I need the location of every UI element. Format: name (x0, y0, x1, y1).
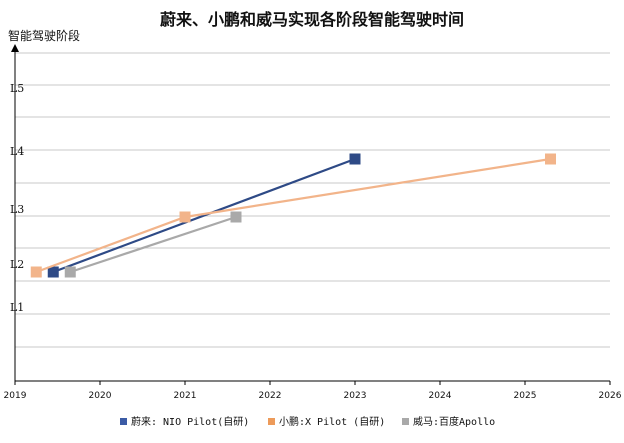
series-1 (30, 153, 556, 278)
y-category-label: L5 (10, 82, 24, 95)
legend-swatch (120, 418, 127, 425)
data-point (230, 211, 242, 223)
x-tick-label: 2022 (259, 391, 282, 401)
y-category-label: L3 (10, 203, 24, 216)
gridlines (15, 52, 610, 348)
data-point (47, 266, 59, 278)
legend-label: 小鹏:X Pilot (自研) (279, 415, 385, 428)
y-category-label: L1 (10, 301, 24, 314)
y-category-label: L4 (10, 145, 24, 158)
series-0 (47, 153, 361, 278)
x-tick-labels: 2019 2020 2021 2022 2023 2024 2025 2026 (4, 381, 622, 401)
data-point (545, 153, 556, 165)
legend-item: 小鹏:X Pilot (自研) (268, 415, 385, 428)
series-line (69, 215, 237, 274)
legend-item: 蔚来: NIO Pilot(自研) (120, 415, 249, 428)
series-2 (64, 211, 242, 278)
x-tick-label: 2025 (514, 391, 537, 401)
y-category-label: L2 (10, 258, 24, 271)
y-axis-arrow (11, 44, 19, 52)
data-point (64, 266, 76, 278)
y-category-labels: L1 L2 L3 L4 L5 (10, 82, 24, 314)
legend-label: 威马:百度Apollo (413, 415, 495, 428)
data-point (30, 266, 42, 278)
chart-title: 蔚来、小鹏和威马实现各阶段智能驾驶时间 (160, 10, 464, 29)
legend-swatch (402, 418, 409, 425)
legend-swatch (268, 418, 275, 425)
x-tick-label: 2023 (344, 391, 367, 401)
x-tick-label: 2019 (4, 391, 27, 401)
series-line (52, 157, 356, 274)
data-point (349, 153, 361, 165)
data-point (179, 211, 191, 223)
x-tick-label: 2021 (174, 391, 197, 401)
y-axis-title: 智能驾驶阶段 (8, 28, 80, 43)
x-tick-label: 2020 (89, 391, 112, 401)
legend: 蔚来: NIO Pilot(自研) 小鹏:X Pilot (自研) 威马:百度Apo… (120, 415, 495, 428)
legend-item: 威马:百度Apollo (402, 415, 495, 428)
legend-label: 蔚来: NIO Pilot(自研) (131, 415, 249, 428)
series (30, 153, 556, 278)
x-tick-label: 2024 (429, 391, 452, 401)
x-tick-label: 2026 (599, 391, 622, 401)
